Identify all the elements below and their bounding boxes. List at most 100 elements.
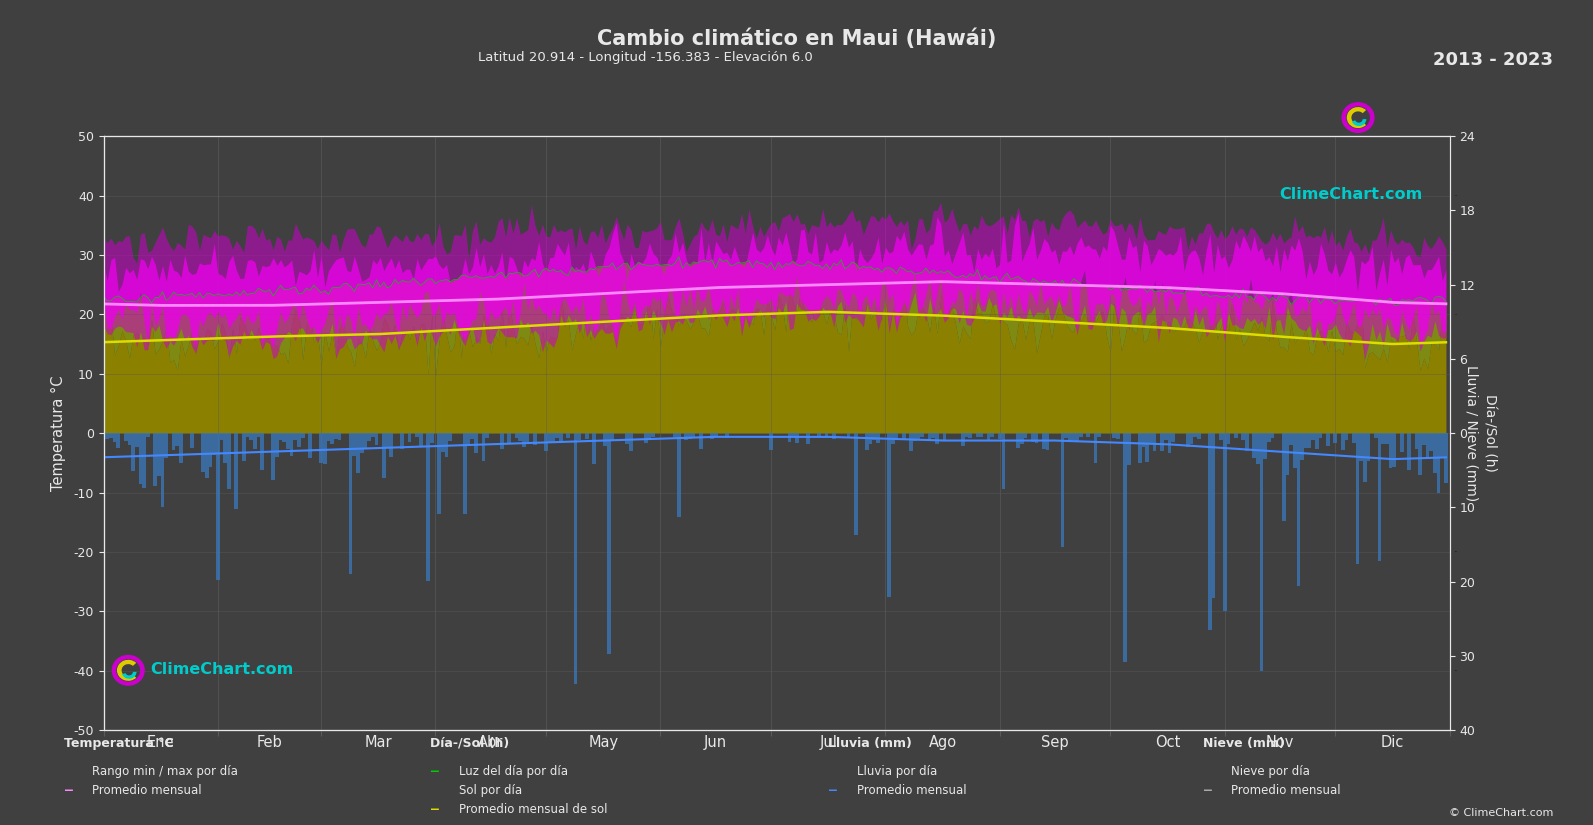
Bar: [357, 433, 360, 473]
Bar: [1437, 433, 1440, 493]
Bar: [573, 433, 577, 684]
Bar: [271, 433, 276, 480]
Bar: [382, 433, 386, 478]
Bar: [223, 433, 228, 463]
Bar: [1434, 433, 1437, 473]
Bar: [1235, 433, 1238, 437]
Bar: [1266, 433, 1271, 442]
Bar: [147, 433, 150, 437]
Bar: [1308, 433, 1311, 448]
Bar: [1305, 433, 1308, 449]
Bar: [209, 433, 212, 467]
Bar: [352, 433, 357, 455]
Wedge shape: [1346, 107, 1367, 128]
Bar: [652, 433, 655, 437]
Wedge shape: [116, 660, 137, 681]
Bar: [674, 433, 677, 437]
Bar: [368, 433, 371, 441]
Bar: [710, 433, 714, 439]
Bar: [245, 433, 249, 437]
Bar: [1024, 433, 1027, 438]
Bar: [969, 433, 972, 438]
Bar: [158, 433, 161, 477]
Bar: [1002, 433, 1005, 488]
Wedge shape: [1341, 102, 1375, 133]
Bar: [290, 433, 293, 456]
Bar: [792, 433, 795, 437]
Bar: [430, 433, 433, 443]
Bar: [234, 433, 239, 509]
Bar: [1429, 433, 1434, 450]
Bar: [116, 433, 119, 448]
Bar: [1246, 433, 1249, 451]
Bar: [997, 433, 1002, 439]
Bar: [1294, 433, 1297, 468]
Bar: [518, 433, 523, 441]
Bar: [769, 433, 773, 450]
Bar: [961, 433, 965, 446]
Bar: [677, 433, 680, 517]
Bar: [481, 433, 486, 461]
Bar: [825, 433, 828, 437]
Text: –: –: [64, 780, 73, 800]
Bar: [1367, 433, 1370, 460]
Wedge shape: [1352, 119, 1367, 126]
Bar: [943, 433, 946, 440]
Bar: [610, 433, 615, 440]
Text: Sol por día: Sol por día: [459, 784, 523, 797]
Bar: [935, 433, 938, 444]
Bar: [1153, 433, 1157, 451]
Bar: [408, 433, 411, 441]
Bar: [386, 433, 389, 447]
Bar: [1415, 433, 1418, 449]
Bar: [260, 433, 264, 469]
Bar: [1160, 433, 1164, 450]
Bar: [256, 433, 260, 437]
Bar: [486, 433, 489, 438]
Bar: [161, 433, 164, 507]
Bar: [854, 433, 857, 535]
Bar: [1142, 433, 1145, 447]
Bar: [526, 433, 529, 441]
Bar: [890, 433, 895, 444]
Bar: [287, 433, 290, 449]
Wedge shape: [123, 672, 137, 679]
Bar: [1389, 433, 1392, 468]
Bar: [1072, 433, 1075, 440]
Wedge shape: [112, 655, 145, 686]
Bar: [846, 433, 851, 437]
Bar: [1094, 433, 1098, 463]
Bar: [201, 433, 205, 472]
Bar: [685, 433, 688, 440]
Bar: [1352, 433, 1356, 443]
Text: ClimeChart.com: ClimeChart.com: [1279, 186, 1423, 201]
Bar: [1392, 433, 1395, 467]
Bar: [242, 433, 245, 460]
Bar: [932, 433, 935, 437]
Text: Cambio climático en Maui (Hawái): Cambio climático en Maui (Hawái): [597, 29, 996, 50]
Text: 2013 - 2023: 2013 - 2023: [1434, 51, 1553, 69]
Bar: [1356, 433, 1359, 564]
Text: –: –: [828, 780, 838, 800]
Bar: [515, 433, 518, 438]
Bar: [1098, 433, 1101, 437]
Bar: [887, 433, 890, 597]
Text: –: –: [1203, 780, 1212, 800]
Bar: [1086, 433, 1090, 437]
Bar: [1344, 433, 1348, 440]
Bar: [217, 433, 220, 580]
Bar: [699, 433, 703, 450]
Bar: [175, 433, 178, 446]
Bar: [795, 433, 798, 443]
Bar: [1164, 433, 1168, 441]
Y-axis label: Día-/Sol (h): Día-/Sol (h): [1481, 394, 1496, 472]
Bar: [327, 433, 330, 441]
Bar: [108, 433, 113, 438]
Text: Día-/Sol (h): Día-/Sol (h): [430, 737, 510, 750]
Text: ClimeChart.com: ClimeChart.com: [151, 662, 293, 676]
Bar: [1061, 433, 1064, 547]
Text: © ClimeChart.com: © ClimeChart.com: [1448, 808, 1553, 818]
Bar: [142, 433, 147, 488]
Text: Lluvia por día: Lluvia por día: [857, 765, 937, 778]
Bar: [1359, 433, 1364, 461]
